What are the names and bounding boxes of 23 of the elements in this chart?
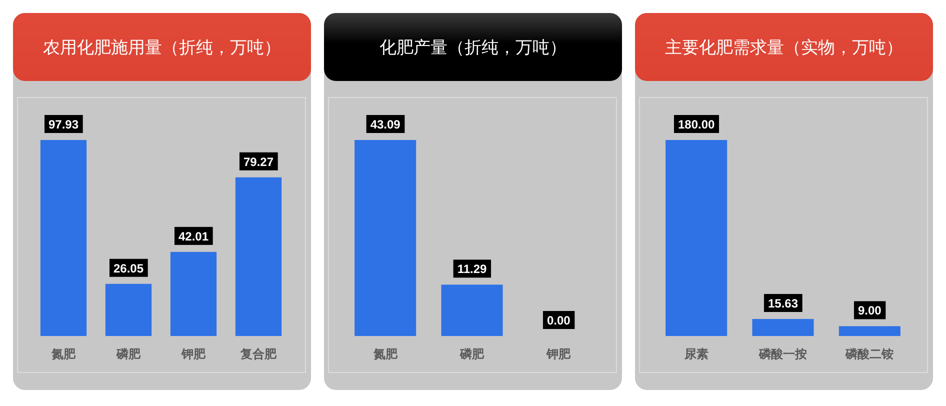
- x-tick-label: 磷肥: [116, 347, 142, 361]
- data-label: 180.00: [678, 118, 716, 132]
- x-tick-label: 磷酸一按: [758, 347, 807, 361]
- x-tick-label: 氮肥: [372, 347, 398, 361]
- data-label: 9.00: [858, 304, 882, 318]
- data-label: 11.29: [457, 262, 488, 276]
- chart-title: 化肥产量（折纯，万吨）: [380, 38, 566, 57]
- x-tick-label: 钾肥: [180, 347, 206, 361]
- x-tick-label: 尿素: [683, 347, 708, 361]
- x-tick-label: 磷酸二铵: [844, 347, 894, 361]
- chart-title: 农用化肥施用量（折纯，万吨）: [43, 38, 281, 57]
- chart-title: 主要化肥需求量（实物，万吨）: [665, 38, 903, 57]
- x-tick-label: 钾肥: [546, 347, 572, 361]
- data-label: 0.00: [546, 314, 571, 328]
- data-label: 79.27: [243, 154, 274, 169]
- data-label: 26.05: [113, 261, 144, 276]
- x-tick-label: 复合肥: [240, 347, 278, 361]
- x-tick-label: 氮肥: [50, 347, 76, 361]
- data-label: 43.09: [370, 118, 401, 132]
- data-label: 15.63: [768, 296, 798, 310]
- x-tick-label: 磷肥: [459, 347, 485, 361]
- data-label: 97.93: [48, 118, 79, 132]
- data-label: 42.01: [178, 229, 209, 244]
